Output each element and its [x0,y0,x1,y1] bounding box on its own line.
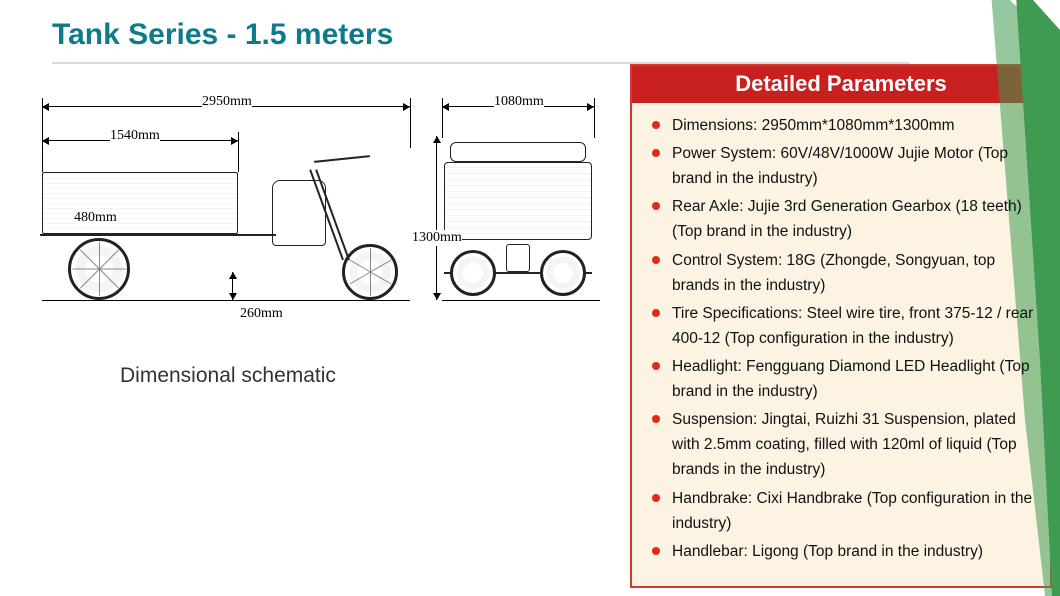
front-wheel-side-icon [342,244,398,300]
content-row: 2950mm 1540mm 480mm [0,64,1060,588]
parameter-item: Handbrake: Cixi Handbrake (Top configura… [652,486,1036,536]
dim-width: 1080mm [494,94,544,110]
dim-ground-clearance: 260mm [240,306,283,322]
schematic-caption: Dimensional schematic [120,364,622,388]
dim-overall-length: 2950mm [202,94,252,110]
dim-bed-length: 1540mm [110,128,160,144]
page-title: Tank Series - 1.5 meters [0,0,1060,62]
schematic-pane: 2950mm 1540mm 480mm [0,64,630,588]
dimensional-schematic: 2950mm 1540mm 480mm [12,76,612,336]
parameters-header: Detailed Parameters [632,66,1050,103]
parameters-list: Dimensions: 2950mm*1080mm*1300mm Power S… [632,103,1050,575]
parameter-item: Tire Specifications: Steel wire tire, fr… [652,301,1036,351]
parameter-item: Handlebar: Ligong (Top brand in the indu… [652,539,1036,564]
dim-bed-height: 480mm [74,210,117,226]
rear-wheel-right-icon [540,250,586,296]
parameter-item: Control System: 18G (Zhongde, Songyuan, … [652,248,1036,298]
parameter-item: Dimensions: 2950mm*1080mm*1300mm [652,113,1036,138]
parameter-item: Rear Axle: Jujie 3rd Generation Gearbox … [652,194,1036,244]
parameter-item: Power System: 60V/48V/1000W Jujie Motor … [652,141,1036,191]
parameter-item: Suspension: Jingtai, Ruizhi 31 Suspensio… [652,407,1036,482]
parameter-item: Headlight: Fengguang Diamond LED Headlig… [652,354,1036,404]
dim-height: 1300mm [412,230,462,246]
parameters-panel: Detailed Parameters Dimensions: 2950mm*1… [630,64,1052,588]
rear-wheel-side-icon [68,238,130,300]
rear-wheel-left-icon [450,250,496,296]
